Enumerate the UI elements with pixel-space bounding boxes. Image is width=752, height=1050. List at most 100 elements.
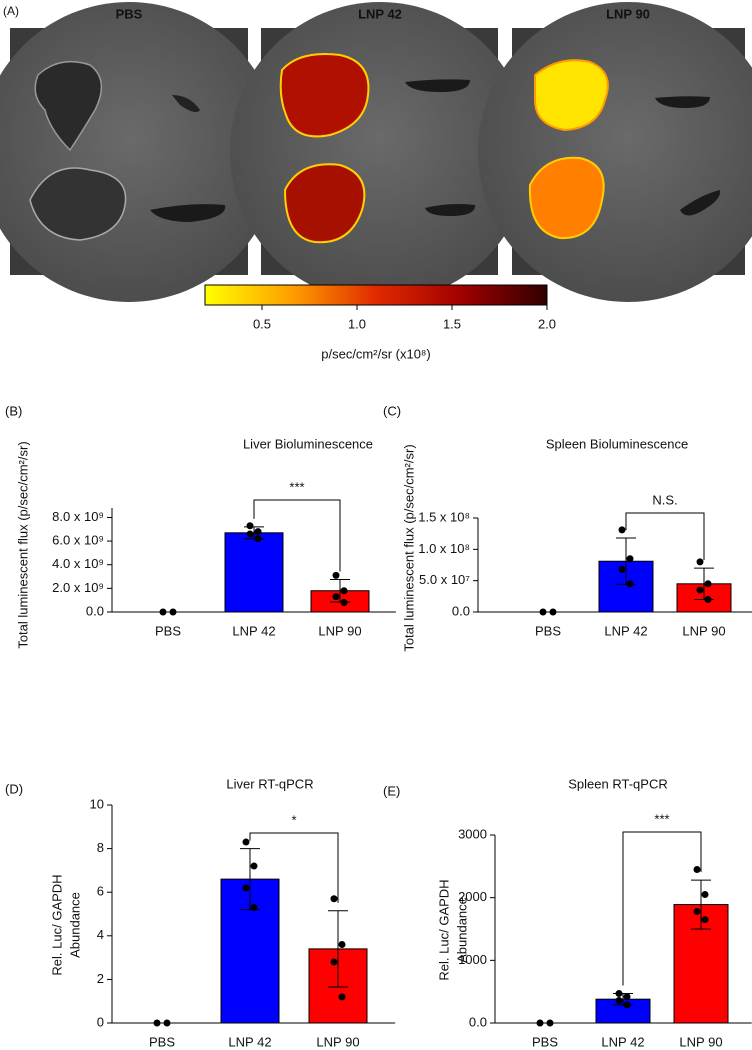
x-tick-label: PBS [149,1034,175,1049]
panel-label: (D) [5,781,23,796]
data-point [549,608,557,616]
x-tick-label: LNP 90 [318,623,361,638]
data-point [330,895,338,903]
bar [224,532,284,613]
data-point [332,571,340,579]
data-point [340,599,348,607]
y-axis-label: Rel. Luc/ GAPDH [49,874,64,975]
data-point [250,903,258,911]
data-point [250,862,258,870]
data-point [539,608,547,616]
y-tick-label: 6.0 x 10⁹ [52,533,104,548]
y-tick-label: 2000 [458,889,487,904]
y-tick-label: 0.0 [86,603,104,618]
significance-label: N.S. [652,492,677,507]
y-tick-label: 1000 [458,952,487,967]
x-tick-label: LNP 90 [679,1034,722,1049]
colorbar-tick-label: 2.0 [538,316,556,331]
data-point [546,1019,554,1027]
y-tick-label: 1.5 x 10⁸ [418,509,470,524]
data-point [615,990,623,998]
significance-label: *** [289,479,304,494]
significance-label: *** [654,811,669,826]
panel-label: (A) [3,4,19,18]
data-point [536,1019,544,1027]
y-axis-label: Total luminescent flux (p/sec/cm²/sr) [401,444,416,651]
image-label: LNP 42 [358,6,402,21]
data-point [704,595,712,603]
x-tick-label: PBS [535,623,561,638]
image-lnp42 [230,2,530,302]
data-point [163,1019,171,1027]
panel-label: (B) [5,403,22,418]
chart-title: Liver Bioluminescence [243,436,373,451]
x-tick-label: LNP 42 [232,623,275,638]
colorbar [204,284,548,306]
y-tick-label: 1.0 x 10⁸ [418,541,470,556]
data-point [169,608,177,616]
data-point [254,535,262,543]
panel-label: (E) [383,783,400,798]
data-point [626,580,634,588]
data-point [693,865,701,873]
significance-bracket [249,832,339,903]
y-tick-label: 0.0 [452,603,470,618]
image-label: LNP 90 [606,6,650,21]
data-point [626,555,634,563]
chart-title: Spleen Bioluminescence [546,436,688,451]
data-point [701,891,709,899]
y-tick-label: 8.0 x 10⁹ [52,509,104,524]
panel-label: (C) [383,403,401,418]
data-point [242,838,250,846]
data-point [704,580,712,588]
data-point [330,958,338,966]
data-point [618,565,626,573]
data-point [246,530,254,538]
significance-bracket [622,831,702,986]
data-point [701,916,709,924]
y-tick-label: 10 [90,796,104,811]
y-tick-label: 8 [97,840,104,855]
y-tick-label: 5.0 x 10⁷ [419,572,470,587]
x-tick-label: LNP 42 [604,623,647,638]
x-tick-label: LNP 90 [316,1034,359,1049]
y-tick-label: 4 [97,927,104,942]
data-point [338,993,346,1001]
x-tick-label: LNP 90 [682,623,725,638]
significance-bracket [625,512,705,561]
data-point [153,1019,161,1027]
colorbar-tick-label: 0.5 [253,316,271,331]
y-tick-label: 4.0 x 10⁹ [52,556,104,571]
data-point [340,587,348,595]
x-tick-label: PBS [532,1034,558,1049]
x-tick-label: LNP 42 [601,1034,644,1049]
y-axis-label: Abundance [67,892,82,958]
y-tick-label: 2.0 x 10⁹ [52,580,104,595]
data-point [246,522,254,530]
x-tick-label: LNP 42 [228,1034,271,1049]
data-point [254,528,262,536]
data-point [693,907,701,915]
significance-label: * [291,812,296,827]
data-point [696,558,704,566]
significance-bracket [253,499,341,572]
y-tick-label: 0.0 [469,1014,487,1029]
image-pbs [0,2,279,302]
y-tick-label: 6 [97,884,104,899]
y-tick-label: 2 [97,971,104,986]
y-axis-label: Rel. Luc/ GAPDH [436,879,451,980]
y-tick-label: 3000 [458,826,487,841]
data-point [332,593,340,601]
chart-title: Liver RT-qPCR [226,776,313,791]
image-lnp90 [478,2,752,302]
data-point [242,884,250,892]
colorbar-label: p/sec/cm²/sr (x10⁸) [321,346,431,361]
colorbar-tick-label: 1.5 [443,316,461,331]
data-point [615,996,623,1004]
image-label: PBS [116,6,143,21]
data-point [159,608,167,616]
y-axis-label: Abundance [454,897,469,963]
y-tick-label: 0 [97,1014,104,1029]
y-axis-label: Total luminescent flux (p/sec/cm²/sr) [15,441,30,648]
